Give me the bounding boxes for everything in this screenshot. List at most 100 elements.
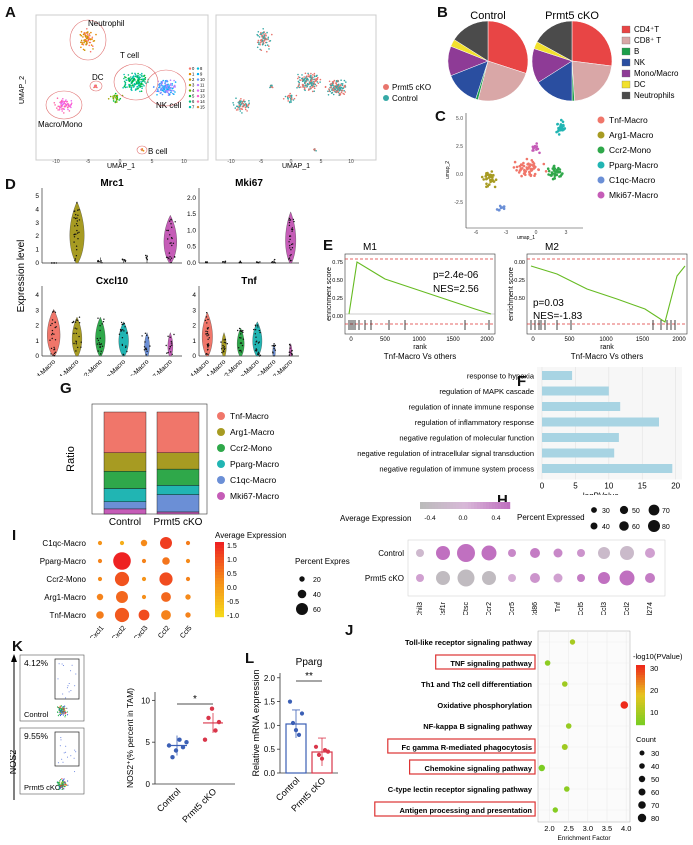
umap-point: [240, 98, 242, 100]
violin-point: [256, 349, 258, 351]
violin-point: [207, 327, 210, 329]
c-point: [558, 175, 561, 178]
panel-a-umap: UMAP_2 UMAP_1 UMAP_1 Neutrophil DC T cel…: [19, 14, 431, 170]
violin-point: [75, 223, 78, 225]
l-ytick: 1.5: [264, 698, 276, 707]
g-legend-label: Arg1-Macro: [230, 427, 275, 437]
gsea-curve: [348, 261, 492, 315]
violin-point: [50, 353, 52, 355]
l-ytick: 0.0: [264, 769, 276, 778]
violin-point: [274, 344, 277, 347]
c-point: [547, 173, 550, 176]
violin-point: [289, 238, 291, 241]
violin-point: [103, 318, 105, 320]
umap-point: [135, 75, 138, 77]
umap-point: [303, 78, 306, 80]
umap-point: [123, 73, 125, 76]
k-flow-event: [58, 709, 61, 711]
umap-point: [266, 50, 268, 53]
umap-point: [242, 105, 245, 107]
violin-point: [121, 259, 124, 261]
umap-point: [328, 80, 331, 83]
umap-point: [315, 79, 318, 82]
k-flow-event: [70, 755, 72, 757]
umap-point: [246, 110, 248, 112]
violin-point: [288, 217, 291, 220]
violin-point: [78, 335, 80, 338]
violin-point: [255, 341, 257, 343]
violin-point: [78, 219, 81, 221]
j-colorbar-cell: [636, 677, 645, 681]
violin-point: [100, 343, 103, 345]
c-legend-dot: [597, 176, 605, 184]
umap-point: [67, 104, 70, 107]
violin-point: [206, 261, 208, 263]
violin-point: [274, 349, 276, 351]
umap-point: [302, 86, 304, 88]
k-flow-event: [61, 758, 63, 760]
c-point: [492, 174, 495, 177]
h-dot: [457, 569, 475, 587]
umap-point: [126, 86, 128, 88]
umap-point: [289, 92, 292, 95]
f-bar: [542, 448, 615, 458]
j-colorbar-cell: [636, 700, 645, 703]
panel-label-b: B: [437, 4, 448, 21]
violin-point: [254, 333, 256, 335]
violin-point: [51, 322, 53, 325]
umap-point: [311, 78, 314, 81]
violin-point: [120, 330, 122, 332]
violin-point: [169, 336, 171, 338]
umap-point: [310, 72, 312, 75]
umap-point: [290, 94, 293, 97]
violin-shape: [221, 332, 227, 357]
violin-point: [254, 349, 257, 351]
h-dot: [598, 572, 610, 584]
umap-point: [140, 90, 143, 92]
h-colorbar-cell: [453, 502, 457, 509]
umap-point: [268, 48, 270, 50]
k-flow-event: [56, 706, 59, 708]
violin-point: [224, 342, 227, 344]
umap-point: [170, 91, 172, 94]
umap-point: [63, 105, 66, 108]
violin-point: [76, 217, 78, 219]
umap-point: [137, 72, 139, 75]
i-dot: [185, 558, 191, 564]
k-flow-event: [66, 784, 68, 786]
violin-point: [76, 232, 79, 234]
i-dot: [185, 612, 191, 618]
c-point: [534, 145, 537, 148]
violin-point: [207, 353, 209, 355]
violin-point: [145, 348, 148, 350]
violin-point: [271, 345, 273, 347]
i-dot: [141, 558, 147, 564]
h-colorbar-tick: 0.0: [458, 515, 467, 522]
umap-point: [243, 101, 246, 103]
i-colorbar-tick: 1.5: [227, 543, 237, 550]
umap-point: [116, 96, 119, 98]
umap-point: [107, 98, 110, 100]
c-point: [487, 173, 491, 177]
violin-point: [75, 332, 77, 335]
cluster-number-dot: [196, 94, 200, 98]
umap-point: [290, 96, 293, 98]
violin-point: [74, 259, 76, 262]
umap-point: [327, 90, 329, 93]
k-flow-event: [61, 783, 63, 785]
violin-point: [291, 349, 293, 352]
k-flow-event: [61, 712, 63, 714]
violin-point: [168, 257, 170, 260]
violin-point: [290, 228, 293, 230]
i-row-label: C1qc-Macro: [42, 539, 86, 548]
violin-ytick: 2: [35, 233, 39, 240]
umap-point: [137, 87, 140, 89]
k-flow-event: [59, 705, 61, 707]
j-size-dot: [638, 801, 646, 809]
umap-point: [140, 83, 142, 85]
j-xtick: 3.5: [602, 824, 612, 833]
umap-point: [288, 94, 291, 97]
violin-point: [144, 332, 147, 334]
umap-point: [80, 39, 83, 42]
violin-point: [53, 346, 55, 349]
